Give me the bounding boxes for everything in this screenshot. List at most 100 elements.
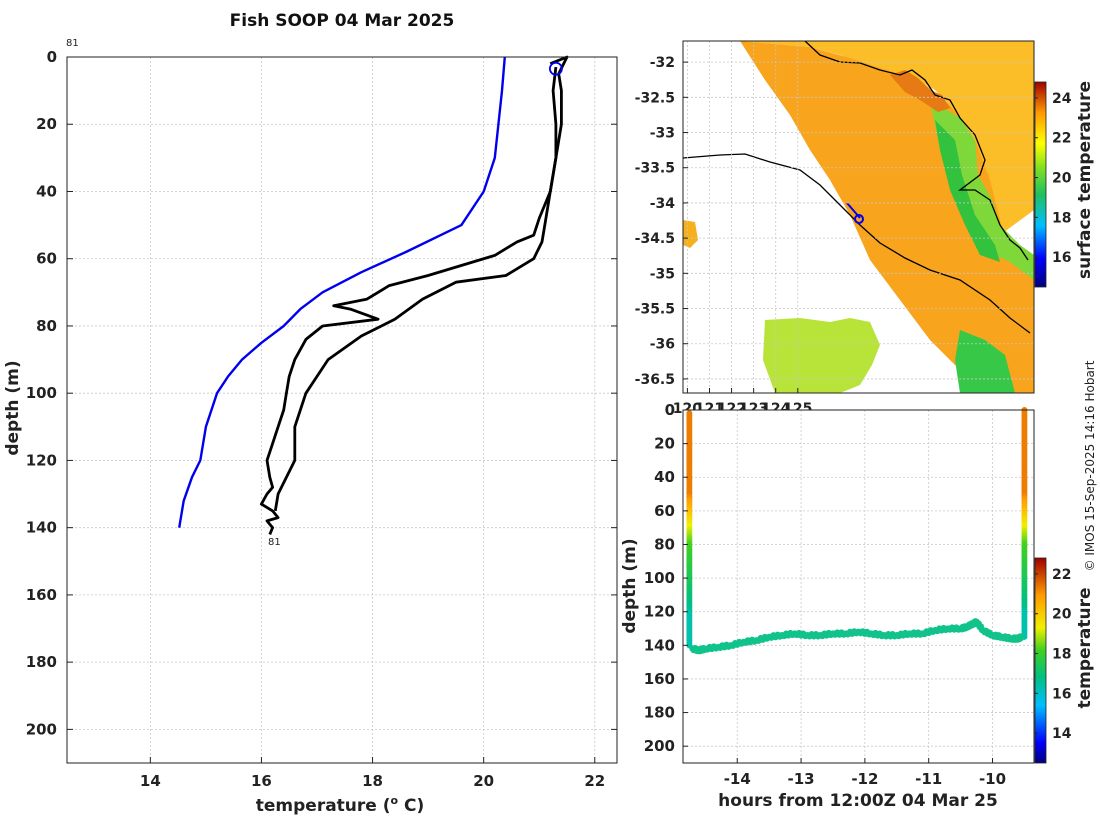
map-y-tick-label: -32.5: [635, 90, 675, 106]
section-x-tick-label: -13: [788, 770, 815, 788]
map-y-tick-label: -33.5: [635, 161, 675, 177]
section-bottom-point: [1018, 633, 1025, 641]
profile-plot-frame: [66, 56, 618, 764]
section-y-tick-label: 180: [644, 704, 675, 722]
section-series: [686, 407, 1028, 655]
profile-x-tick-label: 16: [251, 772, 272, 790]
profile-y-tick-label: 140: [26, 519, 57, 537]
profile-y-tick-label: 180: [26, 653, 57, 671]
temperature-colorbar-tick-label: 20: [1052, 607, 1072, 623]
sst-field-west-patch: [683, 220, 698, 248]
profile-y-tick-label: 0: [47, 48, 57, 66]
profile-x-tick-label: 18: [362, 772, 383, 790]
section-x-tick-label: -10: [979, 770, 1006, 788]
section-y-tick-label: 160: [644, 670, 675, 688]
ship-position-marker: [854, 214, 864, 224]
profile-y-tick-label: 100: [26, 384, 57, 402]
profile-x-tick-label: 22: [584, 772, 605, 790]
section-bottom-trace: [689, 618, 1025, 655]
profile-start-annotation: 81: [66, 38, 79, 49]
map-y-tick-label: -35: [650, 266, 675, 282]
sst-field-southeast-green: [955, 330, 1015, 393]
profile-y-tick-label: 120: [26, 451, 57, 469]
map-y-tick-label: -33: [650, 126, 675, 142]
temperature-colorbar-label: temperature: [1075, 587, 1095, 708]
temperature-colorbar-tick-label: 22: [1052, 567, 1071, 583]
map-gridlines: [683, 41, 1034, 393]
section-y-tick-label: 40: [654, 468, 675, 486]
profile-x-label-end: C): [398, 796, 424, 816]
sst-colorbar-tick-label: 16: [1052, 250, 1071, 266]
section-x-axis-label: hours from 12:00Z 04 Mar 25: [718, 791, 998, 811]
sst-field-coastal-cool: [935, 120, 1000, 262]
section-y-tick-label: 100: [644, 569, 675, 587]
profile-plot-background: [67, 57, 617, 763]
section-y-axis-label: depth (m): [620, 538, 640, 633]
profile-y-tick-label: 200: [26, 720, 57, 738]
sst-field-bay-warm: [890, 70, 950, 112]
depth-profile-panel: 14 16 18 20 22 0 20 40 60 80 100 120 140 160 180 200 t…: [3, 38, 618, 816]
temperature-colorbar-ticks: 14 16 18 20 22: [1035, 567, 1072, 742]
sst-colorbar-tick-label: 24: [1052, 91, 1072, 107]
section-x-ticks: -14 -13 -12 -11 -10: [724, 758, 1006, 788]
map-y-ticks: -32 -32.5 -33 -33.5 -34 -34.5 -35 -35.5 -36 -36.5: [635, 55, 688, 388]
profile-gridlines: [67, 56, 617, 763]
temperature-colorbar-tick-label: 16: [1052, 686, 1071, 702]
profile-y-tick-label: 40: [36, 182, 57, 200]
coastline: [804, 41, 1029, 261]
profile-x-tick-label: 14: [140, 772, 161, 790]
profile-series: [178, 55, 569, 535]
map-y-tick-label: -35.5: [635, 302, 675, 318]
profile-line-profile-down: [259, 66, 558, 535]
section-y-tick-label: 60: [654, 502, 675, 520]
section-y-tick-label: 0: [665, 401, 675, 419]
sst-colorbar-ticks: 16 18 20 22 24: [1035, 91, 1072, 266]
depth-time-section-panel: -14 -13 -12 -11 -10 020406080100120140160180…: [620, 401, 1095, 811]
profile-y-axis-label: depth (m): [3, 360, 23, 455]
section-x-tick-label: -12: [851, 770, 878, 788]
profile-line-climatology: [178, 56, 506, 528]
sst-field-warm-north: [740, 41, 1034, 235]
credit-text: © IMOS 15-Sep-2025 14:16 Hobart: [1083, 360, 1097, 571]
section-y-tick-label: 80: [654, 535, 675, 553]
map-frame: [682, 40, 1035, 394]
map-y-tick-label: -36.5: [635, 372, 675, 388]
profile-y-ticks: 0 20 40 60 80 100 120 140 160 180 200: [26, 48, 617, 738]
section-y-tick-label: 140: [644, 636, 675, 654]
section-y-tick-label: 20: [654, 435, 675, 453]
profile-line-profile-up: [273, 55, 569, 512]
sst-field-southwest-patch: [763, 318, 880, 393]
section-x-tick-label: -14: [724, 770, 751, 788]
sst-colorbar-tick-label: 22: [1052, 131, 1071, 147]
map-y-tick-label: -32: [650, 55, 675, 71]
section-plot-frame: [682, 409, 1035, 764]
map-y-tick-label: -34: [650, 196, 676, 212]
profile-x-label-main: temperature (: [256, 796, 391, 816]
map-contents: [683, 41, 1034, 393]
profile-x-tick-label: 20: [473, 772, 494, 790]
temperature-colorbar: [1034, 557, 1047, 764]
profile-y-tick-label: 60: [36, 250, 57, 268]
section-y-tick-label: 120: [644, 603, 675, 621]
sst-colorbar-tick-label: 18: [1052, 210, 1071, 226]
sst-colorbar-label: surface temperature: [1075, 81, 1095, 279]
sst-colorbar: [1034, 81, 1047, 288]
profile-end-annotation: 81: [268, 537, 281, 548]
map-y-tick-label: -36: [650, 337, 675, 353]
temperature-colorbar-tick-label: 18: [1052, 647, 1071, 663]
profile-x-label-degree: o: [391, 794, 399, 807]
section-cast: [1021, 407, 1028, 640]
section-cast: [686, 410, 693, 649]
profile-surface-marker: [548, 61, 563, 76]
map-y-tick-label: -34.5: [635, 231, 675, 247]
profile-x-ticks: 14 16 18 20 22: [140, 757, 605, 790]
section-y-ticks: 0 20 40 60 80 100 120 140 160 180 200: [644, 401, 688, 755]
figure-title: Fish SOOP 04 Mar 2025: [230, 11, 455, 31]
temperature-colorbar-tick-label: 14: [1052, 726, 1072, 742]
profile-y-tick-label: 20: [36, 115, 57, 133]
sst-colorbar-tick-label: 20: [1052, 171, 1072, 187]
profile-x-axis-label: temperature (o C): [256, 794, 425, 816]
section-plot-background: [683, 410, 1034, 763]
